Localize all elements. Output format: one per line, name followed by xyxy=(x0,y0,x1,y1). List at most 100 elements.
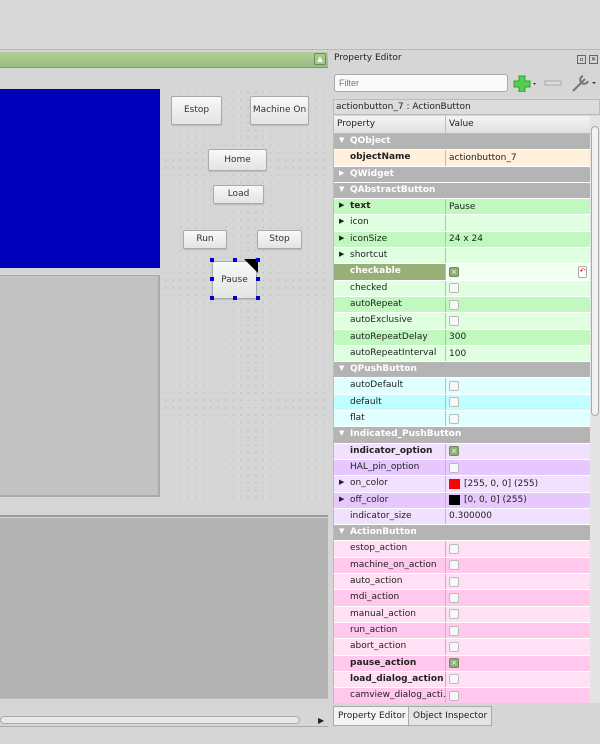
vertical-scrollbar[interactable] xyxy=(590,116,600,703)
checkbox[interactable] xyxy=(449,462,459,473)
property-table[interactable]: Property Value ▼ QObject objectName actionb… xyxy=(333,116,590,703)
property-row[interactable]: estop_action xyxy=(334,541,590,558)
property-value[interactable]: 300 xyxy=(449,332,467,343)
group-header[interactable]: ▼ QAbstractButton xyxy=(334,182,590,200)
property-row[interactable]: auto_action xyxy=(334,574,590,591)
collapse-icon[interactable]: ▼ xyxy=(339,364,345,373)
property-row[interactable]: indicator_option × xyxy=(334,443,590,460)
remove-property-icon[interactable] xyxy=(544,78,562,88)
checkbox[interactable] xyxy=(449,397,459,408)
checkbox[interactable] xyxy=(449,674,459,685)
close-icon[interactable]: ✕ xyxy=(589,55,598,64)
property-row[interactable]: abort_action xyxy=(334,639,590,656)
property-row[interactable]: ▶ iconSize 24 x 24 xyxy=(334,231,590,249)
tab-object-inspector[interactable]: Object Inspector xyxy=(408,706,493,726)
property-row[interactable]: autoExclusive xyxy=(334,313,590,330)
checkbox[interactable] xyxy=(449,315,459,326)
color-swatch[interactable] xyxy=(449,495,460,506)
property-row[interactable]: ▶ on_color [255, 0, 0] (255) xyxy=(334,476,590,493)
panel-widget[interactable] xyxy=(0,275,160,497)
checkbox[interactable] xyxy=(449,544,459,555)
property-row[interactable]: manual_action xyxy=(334,606,590,623)
checkbox[interactable] xyxy=(449,592,459,603)
estop-button[interactable]: Estop xyxy=(171,96,222,125)
horizontal-scrollbar[interactable]: ▶ xyxy=(0,698,328,727)
property-row[interactable]: load_dialog_action xyxy=(334,671,590,689)
property-row[interactable]: camview_dialog_acti... xyxy=(334,688,590,703)
property-row[interactable]: autoRepeat xyxy=(334,296,590,314)
preview-widget[interactable] xyxy=(0,89,160,268)
group-header[interactable]: ▶ QWidget xyxy=(334,166,590,183)
form-dock-titlebar[interactable]: ▲ xyxy=(0,52,328,68)
property-row[interactable]: mdi_action xyxy=(334,590,590,607)
property-row[interactable]: objectName actionbutton_7 xyxy=(334,150,590,167)
property-row[interactable]: default xyxy=(334,394,590,412)
expand-icon[interactable]: ▶ xyxy=(339,494,345,503)
expand-icon[interactable]: ▶ xyxy=(339,478,345,487)
stop-button[interactable]: Stop xyxy=(257,230,302,249)
property-value[interactable]: 24 x 24 xyxy=(449,234,483,245)
group-header[interactable]: ▼ ActionButton xyxy=(334,525,590,542)
property-row[interactable]: run_action xyxy=(334,622,590,640)
property-row[interactable]: checkable × ↶ xyxy=(334,264,590,281)
checkbox[interactable] xyxy=(449,690,459,701)
group-header[interactable]: ▼ QPushButton xyxy=(334,362,590,379)
configure-wrench-icon[interactable] xyxy=(570,73,598,93)
property-row[interactable]: flat xyxy=(334,411,590,428)
expand-icon[interactable]: ▶ xyxy=(339,250,345,259)
expand-icon[interactable]: ▶ xyxy=(339,168,345,177)
property-row[interactable]: pause_action × xyxy=(334,655,590,672)
property-row[interactable]: autoRepeatInterval 100 xyxy=(334,345,590,363)
load-button[interactable]: Load xyxy=(213,185,264,204)
checkbox[interactable] xyxy=(449,625,459,636)
float-icon[interactable]: ▲ xyxy=(314,53,326,65)
add-property-icon[interactable] xyxy=(513,74,539,92)
scroll-thumb[interactable] xyxy=(591,126,599,416)
column-header-value[interactable]: Value xyxy=(449,119,474,129)
checkbox[interactable]: × xyxy=(449,658,459,669)
selection-handles[interactable] xyxy=(207,257,263,303)
property-value[interactable]: [255, 0, 0] (255) xyxy=(464,478,539,489)
checkbox[interactable] xyxy=(449,283,459,294)
property-row[interactable]: checked xyxy=(334,280,590,297)
undock-icon[interactable]: ▫ xyxy=(577,55,586,64)
home-button[interactable]: Home xyxy=(208,149,267,171)
color-swatch[interactable] xyxy=(449,478,460,489)
scroll-thumb[interactable] xyxy=(0,716,300,724)
checkbox[interactable] xyxy=(449,381,459,392)
expand-icon[interactable]: ▶ xyxy=(339,201,345,210)
group-header[interactable]: ▼ QObject xyxy=(334,134,590,151)
run-button[interactable]: Run xyxy=(183,230,227,249)
property-row[interactable]: ▶ icon xyxy=(334,215,590,232)
checkbox[interactable] xyxy=(449,560,459,571)
property-row[interactable]: HAL_pin_option xyxy=(334,459,590,477)
property-value[interactable]: Pause xyxy=(449,201,476,212)
collapse-icon[interactable]: ▼ xyxy=(339,429,345,438)
property-value[interactable]: actionbutton_7 xyxy=(449,152,517,163)
property-row[interactable]: ▶ shortcut xyxy=(334,248,590,265)
collapse-icon[interactable]: ▼ xyxy=(339,184,345,193)
collapse-icon[interactable]: ▼ xyxy=(339,136,345,144)
filter-input[interactable] xyxy=(334,74,508,92)
checkbox[interactable] xyxy=(449,413,459,424)
property-row[interactable]: ▶ text Pause xyxy=(334,199,590,216)
checkbox[interactable] xyxy=(449,609,459,620)
group-header[interactable]: ▼ Indicated_PushButton xyxy=(334,427,590,444)
property-row[interactable]: autoRepeatDelay 300 xyxy=(334,329,590,346)
scroll-right-icon[interactable]: ▶ xyxy=(318,716,325,725)
checkbox[interactable] xyxy=(449,641,459,652)
checkbox[interactable]: × xyxy=(449,446,459,457)
property-value[interactable]: 100 xyxy=(449,348,467,359)
reset-icon[interactable]: ↶ xyxy=(578,266,587,279)
pause-button-selected[interactable]: Pause xyxy=(212,261,257,299)
property-row[interactable]: indicator_size 0.300000 xyxy=(334,508,590,526)
checkbox[interactable] xyxy=(449,576,459,587)
property-value[interactable]: [0, 0, 0] (255) xyxy=(464,495,527,506)
machine-on-button[interactable]: Machine On xyxy=(250,96,309,125)
collapse-icon[interactable]: ▼ xyxy=(339,527,345,536)
property-row[interactable]: autoDefault xyxy=(334,378,590,395)
column-header-property[interactable]: Property xyxy=(334,116,446,133)
expand-icon[interactable]: ▶ xyxy=(339,233,345,242)
tab-property-editor[interactable]: Property Editor xyxy=(333,706,411,726)
checkbox[interactable]: × xyxy=(449,267,459,278)
